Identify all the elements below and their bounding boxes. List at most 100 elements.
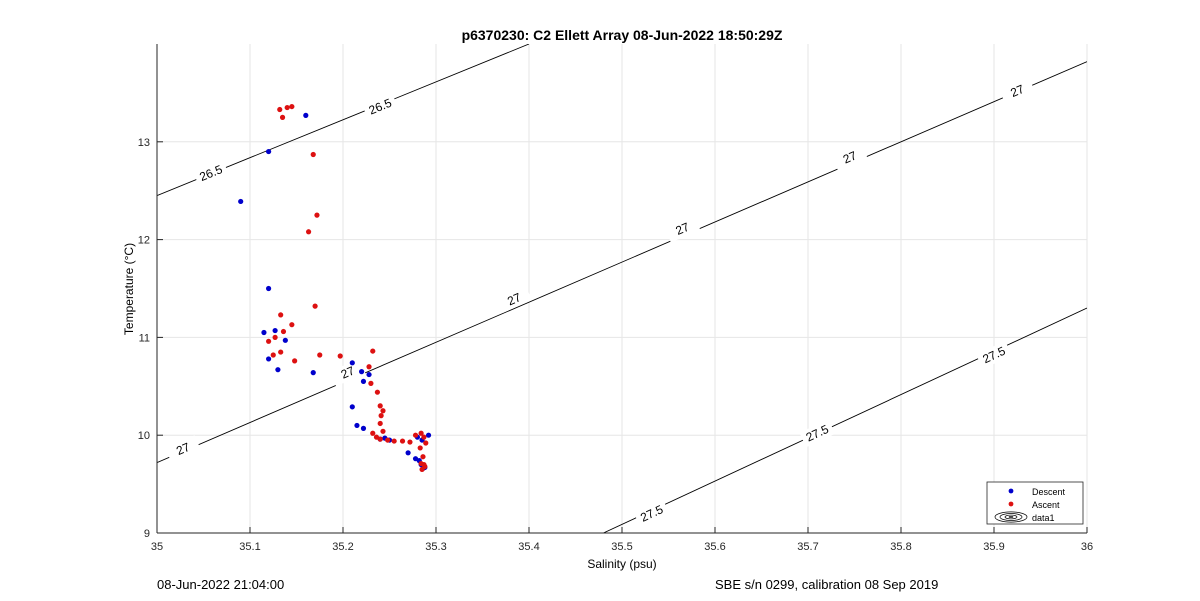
descent-point [360, 425, 367, 431]
y-tick-label: 12 [138, 235, 150, 247]
x-tick-label: 35.5 [611, 541, 632, 553]
y-tick-label: 9 [144, 528, 150, 540]
descent-point [266, 356, 272, 362]
x-tick-label: 35.3 [425, 541, 446, 553]
descent-point [349, 404, 355, 410]
ascent-point [310, 151, 316, 158]
legend-contour-icon [994, 511, 1028, 523]
x-tick-label: 36 [1081, 541, 1093, 553]
x-tick-label: 35.1 [239, 541, 260, 553]
ascent-point [407, 439, 413, 445]
legend-contour-icon [1008, 516, 1014, 518]
ascent-point [377, 436, 383, 442]
contour-label-bg [831, 143, 868, 172]
ascent-point [418, 430, 424, 436]
ascent-point [420, 454, 426, 460]
x-tick-label: 35.9 [983, 541, 1004, 553]
contour-label: 27 [1008, 82, 1026, 100]
ascent-point [278, 312, 284, 318]
y-axis-label: Temperature (°C) [122, 243, 136, 335]
descent-point [266, 285, 272, 292]
contour-label-bg [633, 499, 670, 528]
legend-box [986, 481, 1084, 525]
ascent-point [292, 358, 298, 364]
descent-point [366, 371, 372, 378]
descent-point [349, 360, 355, 366]
x-tick-label: 35.8 [890, 541, 911, 553]
footer-calibration: SBE s/n 0299, calibration 08 Sep 2019 [715, 577, 939, 592]
y-tick-label: 11 [139, 332, 150, 344]
grid [156, 44, 1088, 534]
descent-point [303, 112, 309, 118]
contour-label-bg [496, 285, 532, 313]
ascent-point [266, 338, 272, 344]
ascent-point [380, 408, 386, 414]
contour-label-bg [664, 215, 701, 243]
x-tick-label: 35.2 [332, 541, 353, 553]
contour-label: 27 [505, 290, 523, 308]
ascent-point [417, 445, 423, 451]
ascent-point [272, 334, 278, 340]
ascent-point [421, 461, 427, 468]
contour-label-bg [193, 159, 229, 187]
ascent-point [378, 413, 384, 419]
contour-label-bg [165, 435, 201, 463]
chart-title: p6370230: C2 Ellett Array 08-Jun-2022 18… [462, 27, 783, 43]
y-tick-label: 13 [138, 137, 150, 149]
ascent-point [374, 389, 381, 395]
ascent-point [423, 440, 429, 446]
contour-label-bg [999, 77, 1036, 105]
ascent-point [380, 428, 386, 434]
descent-point [266, 148, 272, 155]
ascent-point [317, 352, 323, 358]
descent-point [360, 378, 367, 385]
x-tick-label: 35.4 [518, 541, 539, 553]
descent-point [425, 432, 432, 438]
ascent-point [278, 349, 284, 355]
ascent-point [385, 437, 391, 443]
legend-data1-label: data1 [1032, 513, 1055, 523]
ascent-point [312, 303, 318, 309]
x-axis-label: Salinity (psu) [587, 557, 656, 571]
contour-label: 27 [674, 220, 692, 238]
isopycnal-line [157, 61, 1087, 463]
ascent-point [305, 229, 312, 235]
legend-ascent-label: Ascent [1032, 500, 1060, 510]
descent-point [272, 327, 278, 334]
descent-point [275, 367, 281, 373]
contour-label: 27 [174, 440, 192, 458]
footer-timestamp: 08-Jun-2022 21:04:00 [157, 577, 285, 592]
ascent-point [284, 104, 290, 111]
x-tick-label: 35.7 [797, 541, 818, 553]
ascent-point [280, 328, 287, 335]
ascent-point [277, 106, 283, 113]
descent-point [405, 450, 411, 456]
ascent-point [421, 434, 427, 440]
ascent-point [391, 438, 397, 444]
contour-label: 27 [841, 148, 859, 166]
ascent-point [377, 403, 383, 409]
x-tick-label: 35.6 [704, 541, 725, 553]
contour-label-bg [362, 93, 399, 121]
descent-point [261, 329, 267, 336]
contour-label-bg [799, 419, 836, 448]
ascent-point [279, 114, 286, 120]
legend: Descent Ascent data1 [986, 481, 1084, 525]
contour-label-bg [329, 358, 366, 387]
ascent-point [314, 212, 320, 218]
ascent-point [337, 353, 343, 359]
ascent-point [419, 466, 425, 473]
legend-descent-marker [1008, 488, 1014, 494]
legend-contour-icon [999, 513, 1023, 521]
y-tick-label: 10 [138, 430, 150, 442]
ascent-point [289, 322, 295, 328]
x-tick-label: 35 [151, 541, 163, 553]
contour-label-bg [976, 341, 1012, 370]
ascent-point [377, 420, 383, 427]
contour-label: 27 [339, 363, 357, 381]
ascent-point [370, 430, 376, 436]
ascent-point [270, 352, 276, 358]
descent-point [310, 370, 316, 376]
ascent-point [289, 103, 295, 110]
